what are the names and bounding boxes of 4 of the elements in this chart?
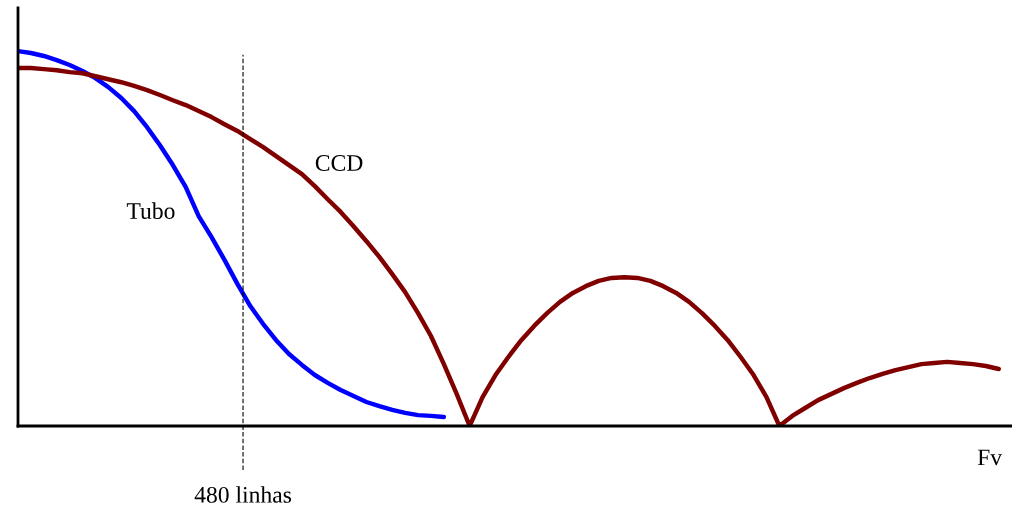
series-label: CCD — [315, 155, 363, 171]
text: 480 linhas — [194, 486, 292, 503]
x-axis-title: Fv — [977, 449, 1003, 466]
series-label: Tubo — [126, 202, 175, 219]
